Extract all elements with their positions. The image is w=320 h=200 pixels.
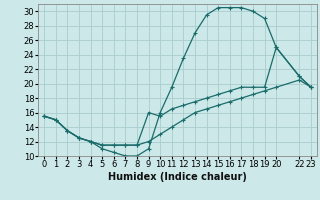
X-axis label: Humidex (Indice chaleur): Humidex (Indice chaleur) <box>108 172 247 182</box>
